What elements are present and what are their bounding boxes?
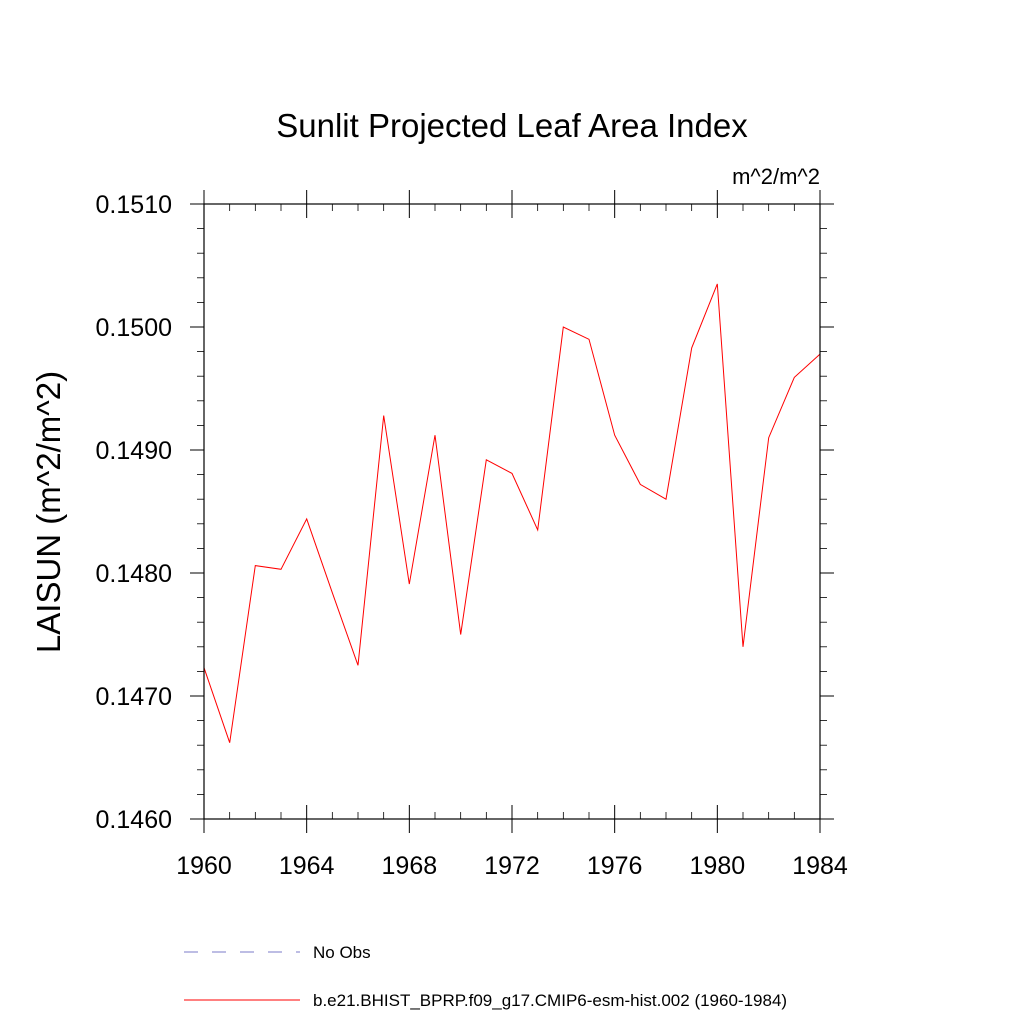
y-tick-label: 0.1510 xyxy=(96,191,172,219)
y-axis-label: LAISUN (m^2/m^2) xyxy=(30,371,67,653)
major-ticks xyxy=(190,190,834,833)
legend: No Obs b.e21.BHIST_BPRP.f09_g17.CMIP6-es… xyxy=(184,943,787,1010)
legend-label-model: b.e21.BHIST_BPRP.f09_g17.CMIP6-esm-hist.… xyxy=(313,991,787,1010)
y-tick-label: 0.1480 xyxy=(96,560,172,588)
y-tick-label: 0.1500 xyxy=(96,314,172,342)
y-tick-label: 0.1490 xyxy=(96,437,172,465)
chart-title: Sunlit Projected Leaf Area Index xyxy=(276,107,748,144)
y-tick-label: 0.1460 xyxy=(96,806,172,834)
x-tick-label: 1960 xyxy=(176,852,232,880)
x-tick-labels: 1960 1964 1968 1972 1976 1980 1984 xyxy=(176,852,848,880)
series-line-0 xyxy=(203,283,821,743)
legend-label-no-obs: No Obs xyxy=(313,943,371,962)
units-label: m^2/m^2 xyxy=(732,164,820,189)
x-tick-label: 1964 xyxy=(279,852,335,880)
x-tick-label: 1972 xyxy=(484,852,540,880)
minor-ticks xyxy=(197,204,827,819)
x-tick-label: 1976 xyxy=(587,852,643,880)
x-tick-label: 1980 xyxy=(690,852,746,880)
y-tick-label: 0.1470 xyxy=(96,683,172,711)
x-tick-label: 1968 xyxy=(382,852,438,880)
series-layer xyxy=(203,283,821,743)
y-tick-labels: 0.1460 0.1470 0.1480 0.1490 0.1500 0.1510 xyxy=(96,191,172,834)
plot-frame xyxy=(203,203,821,820)
x-tick-label: 1984 xyxy=(792,852,848,880)
